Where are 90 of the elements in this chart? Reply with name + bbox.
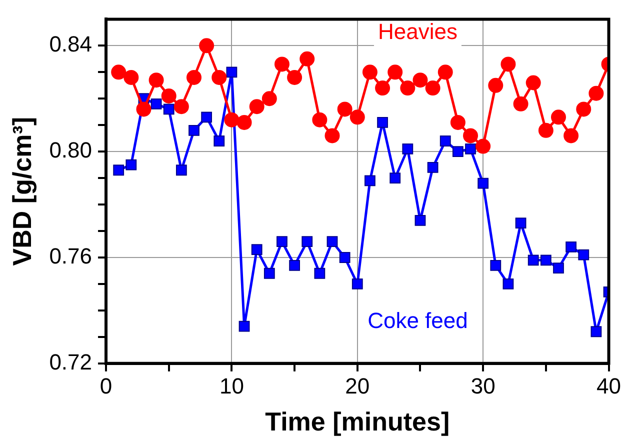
x-tick-label: 20 [345,374,370,399]
series-label: Heavies [378,19,458,44]
point [236,114,252,130]
point [463,128,478,144]
y-tick-label: 0.72 [49,349,92,374]
point [425,80,440,96]
point [126,159,137,170]
point [402,143,414,154]
point [465,143,476,154]
point [412,72,428,88]
y-tick-label: 0.76 [49,244,92,269]
point [324,128,340,144]
point [578,249,590,260]
point [276,236,288,248]
point [249,99,264,114]
point [490,260,502,271]
point [388,64,403,80]
x-tick-label: 0 [100,374,112,399]
point [339,252,350,263]
point [478,178,489,189]
point [438,64,453,80]
point [375,80,390,96]
point [161,88,176,104]
y-axis-title: VBD [g/cm³] [6,116,37,266]
point [174,99,189,114]
point [538,122,554,138]
series-label: Coke feed [368,308,468,334]
point [427,162,438,173]
point [364,175,376,186]
point [528,254,539,266]
point [566,241,577,252]
point [590,326,602,338]
point [224,112,240,128]
point [540,254,552,266]
point [251,244,262,255]
point [337,102,352,117]
point [377,117,388,128]
point [262,91,277,106]
point [312,112,328,128]
point [264,268,275,279]
point [576,102,592,117]
point [214,136,225,146]
point [300,51,315,66]
x-tick-label: 30 [470,374,496,399]
point [400,80,416,96]
point [287,70,302,85]
point [111,64,126,80]
point [450,114,466,130]
point [289,260,300,271]
point [124,70,139,85]
point [274,56,290,72]
point [113,164,124,176]
point [550,110,566,125]
point [414,214,426,226]
point [188,124,200,136]
point [352,278,363,290]
point [502,278,514,290]
point [314,268,326,279]
point [326,236,338,248]
point [390,172,401,184]
point [513,96,528,112]
x-tick-label: 40 [596,374,622,399]
point [199,38,214,54]
point [186,70,202,85]
point [564,128,579,144]
point [526,75,541,90]
point [238,320,250,332]
point [350,110,365,125]
point [148,72,164,88]
point [452,146,464,158]
point [588,86,604,101]
point [150,98,162,110]
point [476,138,491,154]
point [302,236,313,248]
point [163,104,174,115]
point [136,102,152,117]
point [515,218,526,229]
point [500,56,516,72]
y-tick-label: 0.80 [49,138,92,163]
x-tick-label: 10 [219,374,244,399]
point [440,136,451,146]
point [226,66,238,78]
point [176,164,187,176]
point [212,70,227,85]
x-axis-title: Time [minutes] [265,406,450,437]
point [201,112,212,123]
point [553,262,564,274]
point [488,78,504,93]
y-tick-label: 0.84 [49,32,92,57]
point [362,64,378,80]
